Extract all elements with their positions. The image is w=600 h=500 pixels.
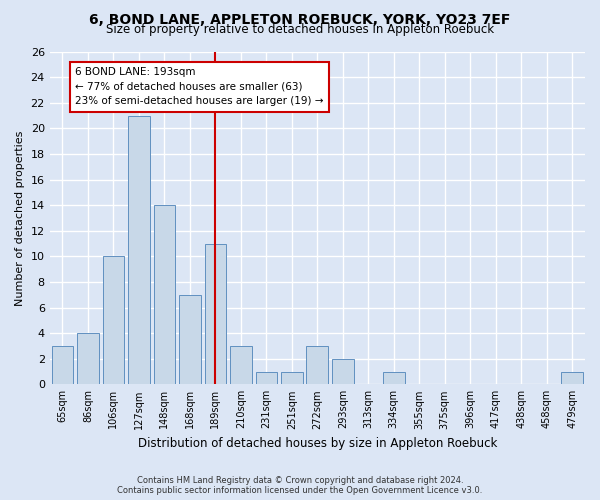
Bar [205,244,226,384]
Bar [128,116,150,384]
Text: Size of property relative to detached houses in Appleton Roebuck: Size of property relative to detached ho… [106,22,494,36]
Bar [281,372,302,384]
Bar [332,358,353,384]
Bar [307,346,328,385]
Text: 6 BOND LANE: 193sqm
← 77% of detached houses are smaller (63)
23% of semi-detach: 6 BOND LANE: 193sqm ← 77% of detached ho… [75,67,323,106]
Bar [256,372,277,384]
Bar [77,333,99,384]
Bar [154,205,175,384]
Bar [562,372,583,384]
Bar [103,256,124,384]
Bar [230,346,251,385]
Text: Contains HM Land Registry data © Crown copyright and database right 2024.
Contai: Contains HM Land Registry data © Crown c… [118,476,482,495]
Bar [383,372,404,384]
X-axis label: Distribution of detached houses by size in Appleton Roebuck: Distribution of detached houses by size … [137,437,497,450]
Bar [179,294,201,384]
Bar [52,346,73,385]
Text: 6, BOND LANE, APPLETON ROEBUCK, YORK, YO23 7EF: 6, BOND LANE, APPLETON ROEBUCK, YORK, YO… [89,12,511,26]
Y-axis label: Number of detached properties: Number of detached properties [15,130,25,306]
